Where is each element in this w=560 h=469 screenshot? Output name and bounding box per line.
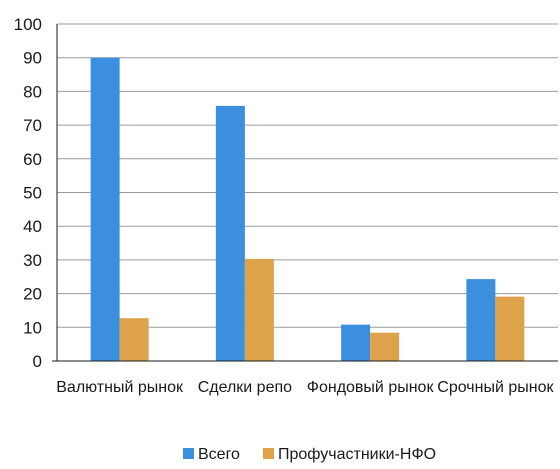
bar xyxy=(341,324,371,361)
y-tick-label: 20 xyxy=(23,285,42,304)
legend-swatch xyxy=(263,448,274,459)
bar xyxy=(119,318,149,361)
bar xyxy=(90,57,120,361)
x-category-label: Срочный рынок xyxy=(437,379,554,396)
bar xyxy=(370,332,400,361)
bars xyxy=(90,57,525,362)
x-category-label: Валютный рынок xyxy=(56,379,184,396)
gridlines xyxy=(57,23,558,328)
bar xyxy=(466,279,496,361)
y-tick-label: 10 xyxy=(23,318,42,337)
x-category-label: Фондовый рынок xyxy=(307,379,435,396)
legend-label: Всего xyxy=(198,446,240,463)
y-tick-label: 90 xyxy=(23,49,42,68)
legend-label: Профучастники-НФО xyxy=(278,446,436,463)
y-tick-label: 50 xyxy=(23,184,42,203)
y-tick-label: 0 xyxy=(33,352,42,371)
y-tick-label: 80 xyxy=(23,82,42,101)
axes: 0 10 20 30 40 50 60 70 80 90 100 Валютный рынок Сдел… xyxy=(14,15,558,396)
legend-swatch xyxy=(183,448,194,459)
y-tick-label: 70 xyxy=(23,116,42,135)
bar xyxy=(244,258,274,361)
y-tick-label: 60 xyxy=(23,150,42,169)
bar xyxy=(215,105,245,362)
x-category-label: Сделки репо xyxy=(198,379,292,396)
y-tick-label: 40 xyxy=(23,217,42,236)
bar xyxy=(495,296,525,361)
legend: Всего Профучастники-НФО xyxy=(183,446,436,463)
y-tick-label: 30 xyxy=(23,251,42,270)
y-tick-label: 100 xyxy=(14,15,42,34)
